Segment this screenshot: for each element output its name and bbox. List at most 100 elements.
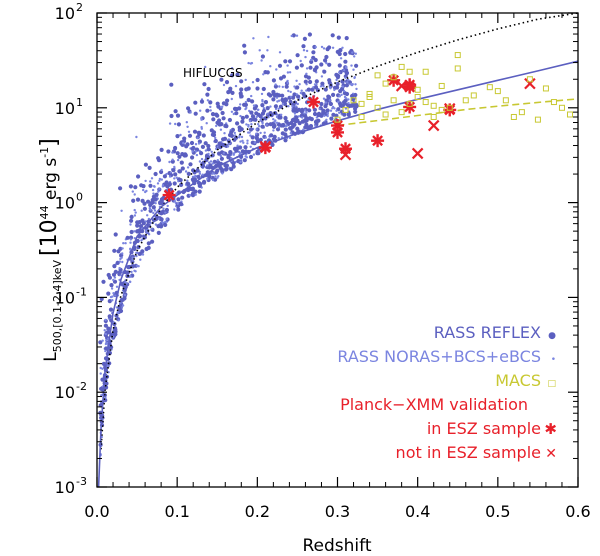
rass-reflex-point	[252, 106, 257, 111]
rass-noras-point	[200, 157, 204, 161]
rass-noras-point	[198, 160, 202, 163]
rass-noras-point	[315, 83, 318, 86]
rass-reflex-point	[125, 235, 130, 240]
rass-noras-point	[101, 339, 104, 342]
rass-reflex-point	[343, 59, 348, 64]
rass-reflex-point	[146, 245, 151, 250]
macs-point	[470, 92, 477, 99]
rass-noras-point	[214, 175, 217, 178]
rass-noras-point	[333, 88, 336, 92]
rass-noras-point	[113, 276, 117, 279]
rass-reflex-point	[296, 94, 301, 99]
rass-noras-point	[185, 121, 188, 124]
macs-point	[406, 100, 413, 107]
rass-reflex-point	[220, 110, 225, 116]
rass-noras-point	[280, 113, 283, 117]
rass-reflex-point	[135, 223, 140, 228]
planck-not-in-esz-point	[443, 102, 456, 115]
rass-noras-point	[104, 349, 107, 353]
rass-reflex-point	[239, 94, 244, 99]
rass-reflex-point	[344, 36, 349, 41]
rass-noras-point	[260, 92, 264, 96]
rass-reflex-point	[118, 308, 124, 314]
rass-noras-point	[150, 177, 154, 180]
rass-reflex-point	[190, 146, 195, 151]
rass-noras-point	[139, 258, 142, 261]
planck-in-esz-point	[387, 73, 401, 87]
rass-reflex-point	[271, 78, 276, 83]
rass-noras-point	[335, 109, 338, 113]
rass-reflex-point	[179, 141, 184, 146]
rass-noras-point	[211, 172, 214, 175]
x-tick-label: 0.2	[245, 502, 270, 521]
rass-noras-point	[222, 83, 226, 87]
rass-reflex-point	[232, 106, 238, 111]
rass-noras-point	[205, 122, 208, 125]
legend-symbol-rass-reflex: ●	[548, 331, 556, 341]
x-tick-label: 0.5	[485, 502, 510, 521]
rass-noras-point	[325, 62, 328, 65]
rass-noras-point	[175, 176, 178, 179]
rass-reflex-point	[173, 172, 178, 177]
rass-noras-point	[248, 119, 252, 123]
rass-reflex-point	[229, 133, 234, 138]
rass-noras-point	[350, 64, 353, 67]
hiflucgs-annotation: HIFLUCGS	[183, 66, 243, 80]
rass-noras-point	[295, 34, 299, 37]
rass-reflex-point	[153, 197, 158, 202]
rass-noras-point	[344, 107, 348, 110]
rass-noras-point	[255, 128, 258, 131]
rass-noras-point	[266, 49, 269, 52]
rass-reflex-point	[239, 87, 244, 92]
rass-noras-point	[303, 109, 307, 112]
macs-point	[358, 113, 365, 120]
rass-reflex-point	[229, 167, 234, 172]
rass-reflex-point	[224, 163, 229, 168]
rass-noras-point	[277, 126, 281, 129]
legend-symbol-rass-noras: •	[551, 355, 556, 365]
rass-noras-point	[300, 89, 303, 92]
rass-noras-point	[206, 164, 209, 167]
rass-reflex-point	[240, 149, 245, 154]
rass-reflex-point	[235, 72, 240, 77]
rass-reflex-point	[244, 114, 249, 119]
planck-not-in-esz-point	[395, 80, 408, 92]
rass-reflex-point	[255, 149, 260, 154]
rass-reflex-point	[207, 173, 212, 178]
macs-point	[398, 63, 405, 70]
rass-reflex-point	[190, 187, 195, 192]
legend-symbol-not-in-esz: ✕	[545, 446, 557, 462]
rass-noras-point	[352, 68, 355, 71]
rass-reflex-point	[310, 87, 315, 92]
rass-noras-point	[302, 128, 305, 131]
flux-limit-curves	[97, 12, 579, 488]
rass-noras-point	[137, 265, 140, 268]
macs-point	[446, 104, 453, 111]
rass-reflex-point	[215, 101, 220, 106]
rass-noras-point	[257, 108, 260, 112]
rass-reflex-point	[179, 182, 184, 187]
macs-point	[502, 97, 509, 104]
rass-reflex-point	[265, 106, 270, 111]
rass-noras-point	[261, 98, 264, 102]
rass-reflex-point	[137, 251, 142, 256]
rass-noras-point	[99, 372, 102, 375]
rass-reflex-point	[112, 328, 117, 333]
rass-noras-point	[230, 97, 233, 101]
rass-noras-point	[146, 231, 149, 234]
rass-noras-point	[301, 116, 304, 119]
rass-noras-point	[129, 238, 132, 241]
rass-noras-point	[286, 64, 289, 67]
rass-noras-point	[252, 37, 255, 40]
rass-reflex-point	[112, 248, 117, 253]
x-tick-label: 0.6	[565, 502, 590, 521]
x-tick-label: 0.1	[164, 502, 189, 521]
y-tick-label: 10	[55, 194, 75, 213]
rass-reflex-point	[213, 177, 218, 182]
rass-reflex-point	[213, 138, 218, 144]
rass-noras-point	[129, 247, 132, 250]
rass-reflex-point	[248, 154, 254, 160]
rass-noras-point	[275, 96, 279, 99]
rass-reflex-point	[311, 50, 316, 55]
rass-reflex-point	[260, 54, 265, 59]
